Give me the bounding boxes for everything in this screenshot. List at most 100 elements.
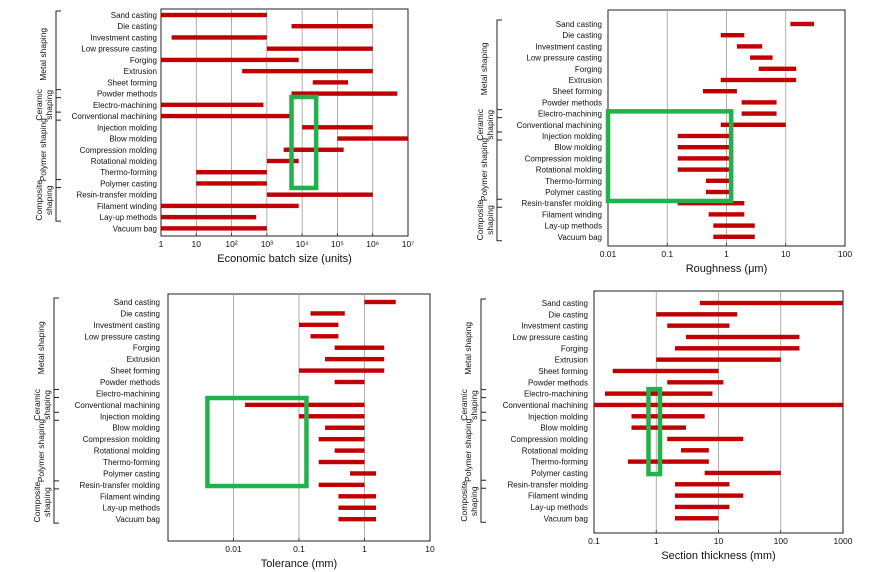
category-label: Polymer casting	[100, 179, 157, 188]
category-label: Extrusion	[569, 76, 602, 85]
category-label: Lay-up methods	[100, 213, 157, 222]
range-bar	[161, 214, 257, 220]
group-label: Compositeshaping	[475, 199, 495, 240]
range-bar	[161, 57, 299, 63]
group-label: Polymer shaping	[463, 418, 473, 482]
range-bar	[677, 145, 729, 150]
category-label: Sheet forming	[552, 87, 602, 96]
category-label: Vacuum bag	[558, 233, 602, 242]
category-label: Polymer casting	[531, 469, 588, 478]
range-bar	[705, 178, 729, 183]
group-label: Ceramicshaping	[475, 108, 495, 140]
group-label: Polymer shaping	[38, 118, 48, 182]
range-bar	[334, 345, 385, 350]
range-bar	[702, 89, 737, 94]
group-bracket: Polymer shaping	[479, 131, 502, 208]
category-label: Rotational molding	[91, 157, 157, 166]
category-label: Electro-machining	[524, 390, 588, 399]
category-label: Extrusion	[127, 355, 160, 364]
range-bar	[337, 136, 408, 141]
range-bar	[242, 68, 373, 74]
range-bar	[677, 133, 729, 139]
range-bar	[736, 44, 763, 49]
range-bar	[161, 203, 299, 209]
group-bracket: Ceramicshaping	[34, 88, 61, 121]
range-bar	[283, 147, 344, 152]
bracket-line	[55, 111, 61, 188]
bracket-line	[55, 89, 61, 121]
group-label: Metal shaping	[463, 322, 473, 375]
x-tick-label: 10⁶	[366, 239, 379, 249]
x-axis-label: Roughness (μm)	[686, 263, 768, 275]
x-tick-label: 10²	[225, 239, 237, 249]
group-label: Polymer shaping	[479, 138, 489, 202]
highlight-box	[605, 109, 734, 204]
chart-panel-3: 0.01 0.1 1 10 Tolerance (mm) Sand casting Die …	[32, 293, 435, 570]
x-axis-label: Economic batch size (units)	[217, 253, 352, 265]
category-label: Low pressure casting	[84, 332, 160, 341]
group-bracket: Metal shaping	[36, 297, 59, 398]
bracket-line	[480, 389, 486, 421]
range-bar	[699, 300, 843, 306]
range-bar	[310, 311, 345, 316]
range-bar	[299, 322, 339, 328]
x-tick-label: 0.1	[661, 249, 673, 259]
category-label: Sand casting	[542, 299, 588, 308]
range-bar	[318, 482, 365, 488]
x-tick-label: 1	[362, 544, 367, 554]
group-bracket: Polymer shaping	[38, 111, 61, 188]
group-label: Metal shaping	[38, 28, 48, 81]
x-tick-label: 10	[714, 536, 724, 546]
range-bar	[594, 402, 843, 408]
range-bar	[161, 102, 264, 108]
group-label: Compositeshaping	[459, 481, 479, 522]
category-label: Conventional machining	[72, 112, 157, 121]
category-label: Filament winding	[528, 492, 588, 501]
range-bar	[334, 448, 365, 453]
range-bar	[299, 368, 385, 373]
range-bar	[325, 356, 385, 362]
range-bar	[667, 380, 724, 385]
range-bar	[685, 334, 800, 340]
category-label: Investment casting	[90, 33, 157, 42]
category-label: Die casting	[120, 309, 160, 318]
x-tick-label: 10	[425, 544, 435, 554]
bracket-line	[496, 198, 502, 242]
category-label: Compression molding	[525, 154, 602, 163]
range-bar	[674, 504, 730, 510]
category-label: Polymer casting	[103, 469, 160, 478]
category-label: Low pressure casting	[81, 45, 157, 54]
group-bracket: Ceramicshaping	[32, 388, 59, 421]
group-bracket: Compositeshaping	[475, 198, 502, 242]
group-bracket: Ceramicshaping	[475, 108, 502, 141]
range-bar	[266, 46, 373, 51]
category-label: Extrusion	[124, 67, 157, 76]
x-tick-label: 10⁵	[331, 239, 344, 249]
category-label: Lay-up methods	[545, 222, 602, 231]
category-label: Powder methods	[528, 378, 588, 387]
category-label: Die casting	[548, 310, 588, 319]
bracket-line	[496, 109, 502, 141]
plot-frame	[160, 8, 409, 237]
category-label: Rotational molding	[522, 446, 588, 455]
category-label: Sand casting	[556, 20, 602, 29]
category-label: Rotational molding	[94, 447, 160, 456]
category-label: Sand casting	[114, 298, 160, 307]
bracket-line	[480, 298, 486, 399]
range-bar	[656, 312, 738, 317]
bracket-line	[480, 479, 486, 523]
category-label: Die casting	[117, 22, 157, 31]
range-bar	[631, 414, 705, 419]
range-bar	[161, 226, 267, 231]
bracket-line	[53, 297, 59, 398]
range-bar	[291, 91, 398, 96]
range-bar	[667, 436, 744, 442]
range-bar	[266, 158, 299, 164]
category-label: Investment casting	[535, 42, 602, 51]
range-bar	[677, 156, 729, 161]
range-bar	[364, 299, 396, 305]
range-bar	[161, 12, 267, 18]
category-label: Extrusion	[555, 356, 588, 365]
x-tick-label: 10⁷	[402, 239, 415, 249]
bracket-line	[53, 480, 59, 524]
